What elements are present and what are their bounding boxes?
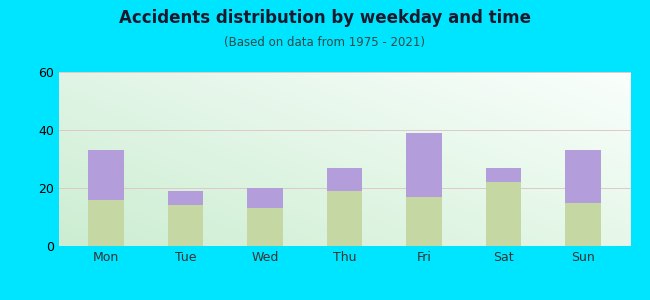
Bar xyxy=(565,150,601,203)
Bar xyxy=(326,168,363,191)
Bar xyxy=(406,133,442,197)
Bar xyxy=(486,182,521,246)
Text: (Based on data from 1975 - 2021): (Based on data from 1975 - 2021) xyxy=(224,36,426,49)
Bar xyxy=(565,202,601,246)
Bar xyxy=(168,191,203,206)
Bar xyxy=(88,150,124,200)
Bar xyxy=(247,188,283,208)
Text: Accidents distribution by weekday and time: Accidents distribution by weekday and ti… xyxy=(119,9,531,27)
Bar xyxy=(326,191,363,246)
Bar xyxy=(247,208,283,246)
Bar xyxy=(486,168,521,182)
Bar xyxy=(406,197,442,246)
Bar xyxy=(88,200,124,246)
Bar xyxy=(168,206,203,246)
